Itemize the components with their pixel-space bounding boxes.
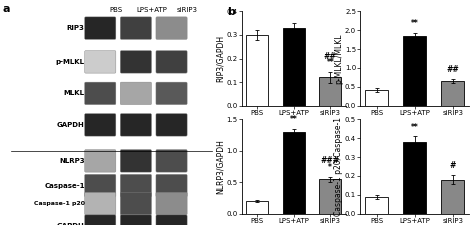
Y-axis label: RIP3/GAPDH: RIP3/GAPDH bbox=[216, 35, 225, 82]
Text: **: ** bbox=[327, 58, 334, 68]
FancyBboxPatch shape bbox=[120, 114, 152, 136]
FancyBboxPatch shape bbox=[156, 51, 187, 73]
FancyBboxPatch shape bbox=[156, 174, 187, 197]
FancyBboxPatch shape bbox=[85, 174, 116, 197]
Y-axis label: p-MLKL/MLKL: p-MLKL/MLKL bbox=[335, 33, 344, 84]
FancyBboxPatch shape bbox=[120, 174, 152, 197]
Text: ##: ## bbox=[324, 52, 337, 61]
Bar bbox=[283, 132, 305, 214]
FancyBboxPatch shape bbox=[120, 150, 152, 172]
FancyBboxPatch shape bbox=[120, 51, 152, 73]
Y-axis label: Caspase-1 p20/Caspase-1: Caspase-1 p20/Caspase-1 bbox=[335, 117, 344, 216]
FancyBboxPatch shape bbox=[156, 114, 187, 136]
Y-axis label: NLRP3/GAPDH: NLRP3/GAPDH bbox=[216, 139, 225, 194]
FancyBboxPatch shape bbox=[85, 114, 116, 136]
FancyBboxPatch shape bbox=[120, 192, 152, 215]
Bar bbox=[246, 35, 268, 106]
Text: GAPDH: GAPDH bbox=[57, 122, 85, 128]
FancyBboxPatch shape bbox=[85, 51, 116, 73]
Text: *: * bbox=[328, 163, 332, 172]
Text: NLRP3: NLRP3 bbox=[59, 158, 85, 164]
FancyBboxPatch shape bbox=[120, 17, 152, 39]
Bar bbox=[365, 90, 388, 106]
Text: LPS+ATP: LPS+ATP bbox=[136, 7, 167, 13]
Text: Caspase-1: Caspase-1 bbox=[44, 183, 85, 189]
Text: b: b bbox=[228, 7, 236, 17]
Bar bbox=[319, 77, 341, 106]
Bar bbox=[441, 180, 465, 214]
Text: **: ** bbox=[411, 19, 419, 28]
Text: ##: ## bbox=[447, 65, 459, 74]
FancyBboxPatch shape bbox=[85, 82, 116, 105]
Bar bbox=[403, 36, 426, 106]
Text: a: a bbox=[2, 4, 10, 14]
Text: ###: ### bbox=[321, 156, 340, 165]
Bar bbox=[319, 179, 341, 214]
FancyBboxPatch shape bbox=[85, 192, 116, 215]
FancyBboxPatch shape bbox=[156, 17, 187, 39]
Text: Caspase-1 p20: Caspase-1 p20 bbox=[34, 201, 85, 206]
Text: siRIP3: siRIP3 bbox=[177, 7, 198, 13]
FancyBboxPatch shape bbox=[85, 150, 116, 172]
Text: GAPDH: GAPDH bbox=[57, 223, 85, 225]
FancyBboxPatch shape bbox=[156, 215, 187, 225]
Bar bbox=[283, 28, 305, 106]
Bar bbox=[365, 197, 388, 214]
Text: **: ** bbox=[411, 123, 419, 132]
FancyBboxPatch shape bbox=[85, 17, 116, 39]
Text: p-MLKL: p-MLKL bbox=[55, 59, 85, 65]
FancyBboxPatch shape bbox=[156, 150, 187, 172]
Text: RIP3: RIP3 bbox=[67, 25, 85, 31]
Bar bbox=[246, 201, 268, 214]
Text: **: ** bbox=[290, 115, 298, 124]
Bar bbox=[403, 142, 426, 214]
Text: #: # bbox=[450, 161, 456, 170]
Bar bbox=[441, 81, 465, 106]
Text: MLKL: MLKL bbox=[64, 90, 85, 96]
FancyBboxPatch shape bbox=[156, 82, 187, 105]
FancyBboxPatch shape bbox=[120, 82, 152, 105]
Text: PBS: PBS bbox=[109, 7, 122, 13]
FancyBboxPatch shape bbox=[156, 192, 187, 215]
FancyBboxPatch shape bbox=[85, 215, 116, 225]
FancyBboxPatch shape bbox=[120, 215, 152, 225]
